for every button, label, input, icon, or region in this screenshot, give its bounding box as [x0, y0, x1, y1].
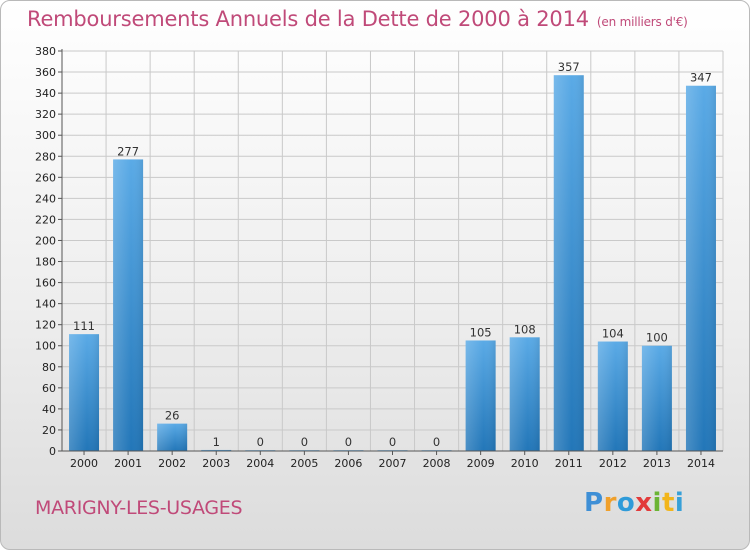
x-tick-label: 2003 [202, 457, 230, 470]
proxiti-logo: Proxiti [584, 488, 684, 518]
data-label: 104 [602, 327, 624, 341]
chart-title: Remboursements Annuels de la Dette de 20… [27, 7, 688, 31]
data-label: 0 [301, 435, 308, 449]
x-tick-label: 2010 [511, 457, 539, 470]
data-label: 0 [389, 435, 396, 449]
y-tick-label: 20 [42, 424, 56, 437]
data-label: 357 [558, 60, 580, 74]
y-tick-label: 240 [35, 192, 56, 205]
y-tick-label: 120 [35, 319, 56, 332]
x-tick-label: 2013 [643, 457, 671, 470]
x-tick-label: 2012 [599, 457, 627, 470]
y-tick-label: 380 [35, 45, 56, 58]
data-label: 0 [433, 435, 440, 449]
logo-letter: o [616, 488, 636, 518]
x-tick-label: 2006 [334, 457, 362, 470]
bar-sheen [641, 345, 672, 451]
data-label: 1 [213, 435, 220, 449]
data-label: 111 [73, 319, 95, 333]
y-tick-label: 260 [35, 171, 56, 184]
chart-title-text: Remboursements Annuels de la Dette de 20… [27, 7, 589, 31]
bar-sheen [113, 159, 144, 451]
y-tick-label: 40 [42, 403, 56, 416]
y-tick-label: 280 [35, 150, 56, 163]
town-name: MARIGNY-LES-USAGES [35, 497, 243, 519]
y-tick-label: 60 [42, 382, 56, 395]
x-tick-label: 2011 [555, 457, 583, 470]
axes: 0204060801001201401601802002202402602803… [35, 45, 723, 470]
x-tick-label: 2005 [290, 457, 318, 470]
y-tick-label: 300 [35, 129, 56, 142]
bar-sheen [157, 423, 188, 451]
y-tick-label: 100 [35, 340, 56, 353]
data-label: 105 [470, 325, 492, 339]
y-tick-label: 340 [35, 87, 56, 100]
bar-sheen [201, 449, 232, 451]
bar-sheen [553, 75, 584, 452]
x-tick-label: 2014 [687, 457, 715, 470]
bar-sheen [69, 334, 100, 451]
chart-unit: (en milliers d'€) [596, 15, 688, 29]
data-label: 26 [165, 409, 180, 423]
x-tick-label: 2007 [379, 457, 407, 470]
data-label: 347 [690, 71, 712, 85]
x-tick-label: 2004 [246, 457, 274, 470]
x-tick-label: 2001 [114, 457, 142, 470]
logo-letter: i [652, 488, 662, 518]
logo-letter: P [584, 488, 604, 518]
data-label: 0 [257, 435, 264, 449]
data-label: 100 [646, 331, 668, 345]
bar-sheen [597, 341, 628, 451]
x-tick-label: 2009 [467, 457, 495, 470]
data-label: 277 [117, 144, 139, 158]
y-tick-label: 360 [35, 66, 56, 79]
y-tick-label: 160 [35, 277, 56, 290]
logo-letter: x [635, 488, 653, 518]
logo-letter: t [661, 488, 675, 518]
y-tick-label: 140 [35, 298, 56, 311]
logo-letter: i [674, 488, 685, 518]
y-tick-label: 200 [35, 234, 56, 247]
y-tick-label: 0 [49, 445, 56, 458]
x-tick-label: 2000 [70, 457, 98, 470]
y-tick-label: 80 [42, 361, 56, 374]
bar-sheen [509, 337, 540, 451]
x-tick-label: 2008 [423, 457, 451, 470]
bar-sheen [465, 340, 496, 451]
data-label: 108 [514, 322, 536, 336]
logo-letter: r [603, 488, 617, 518]
y-tick-label: 180 [35, 256, 56, 269]
x-tick-label: 2002 [158, 457, 186, 470]
data-label: 0 [345, 435, 352, 449]
y-tick-label: 220 [35, 213, 56, 226]
bar-sheen [685, 85, 716, 451]
y-tick-label: 320 [35, 108, 56, 121]
